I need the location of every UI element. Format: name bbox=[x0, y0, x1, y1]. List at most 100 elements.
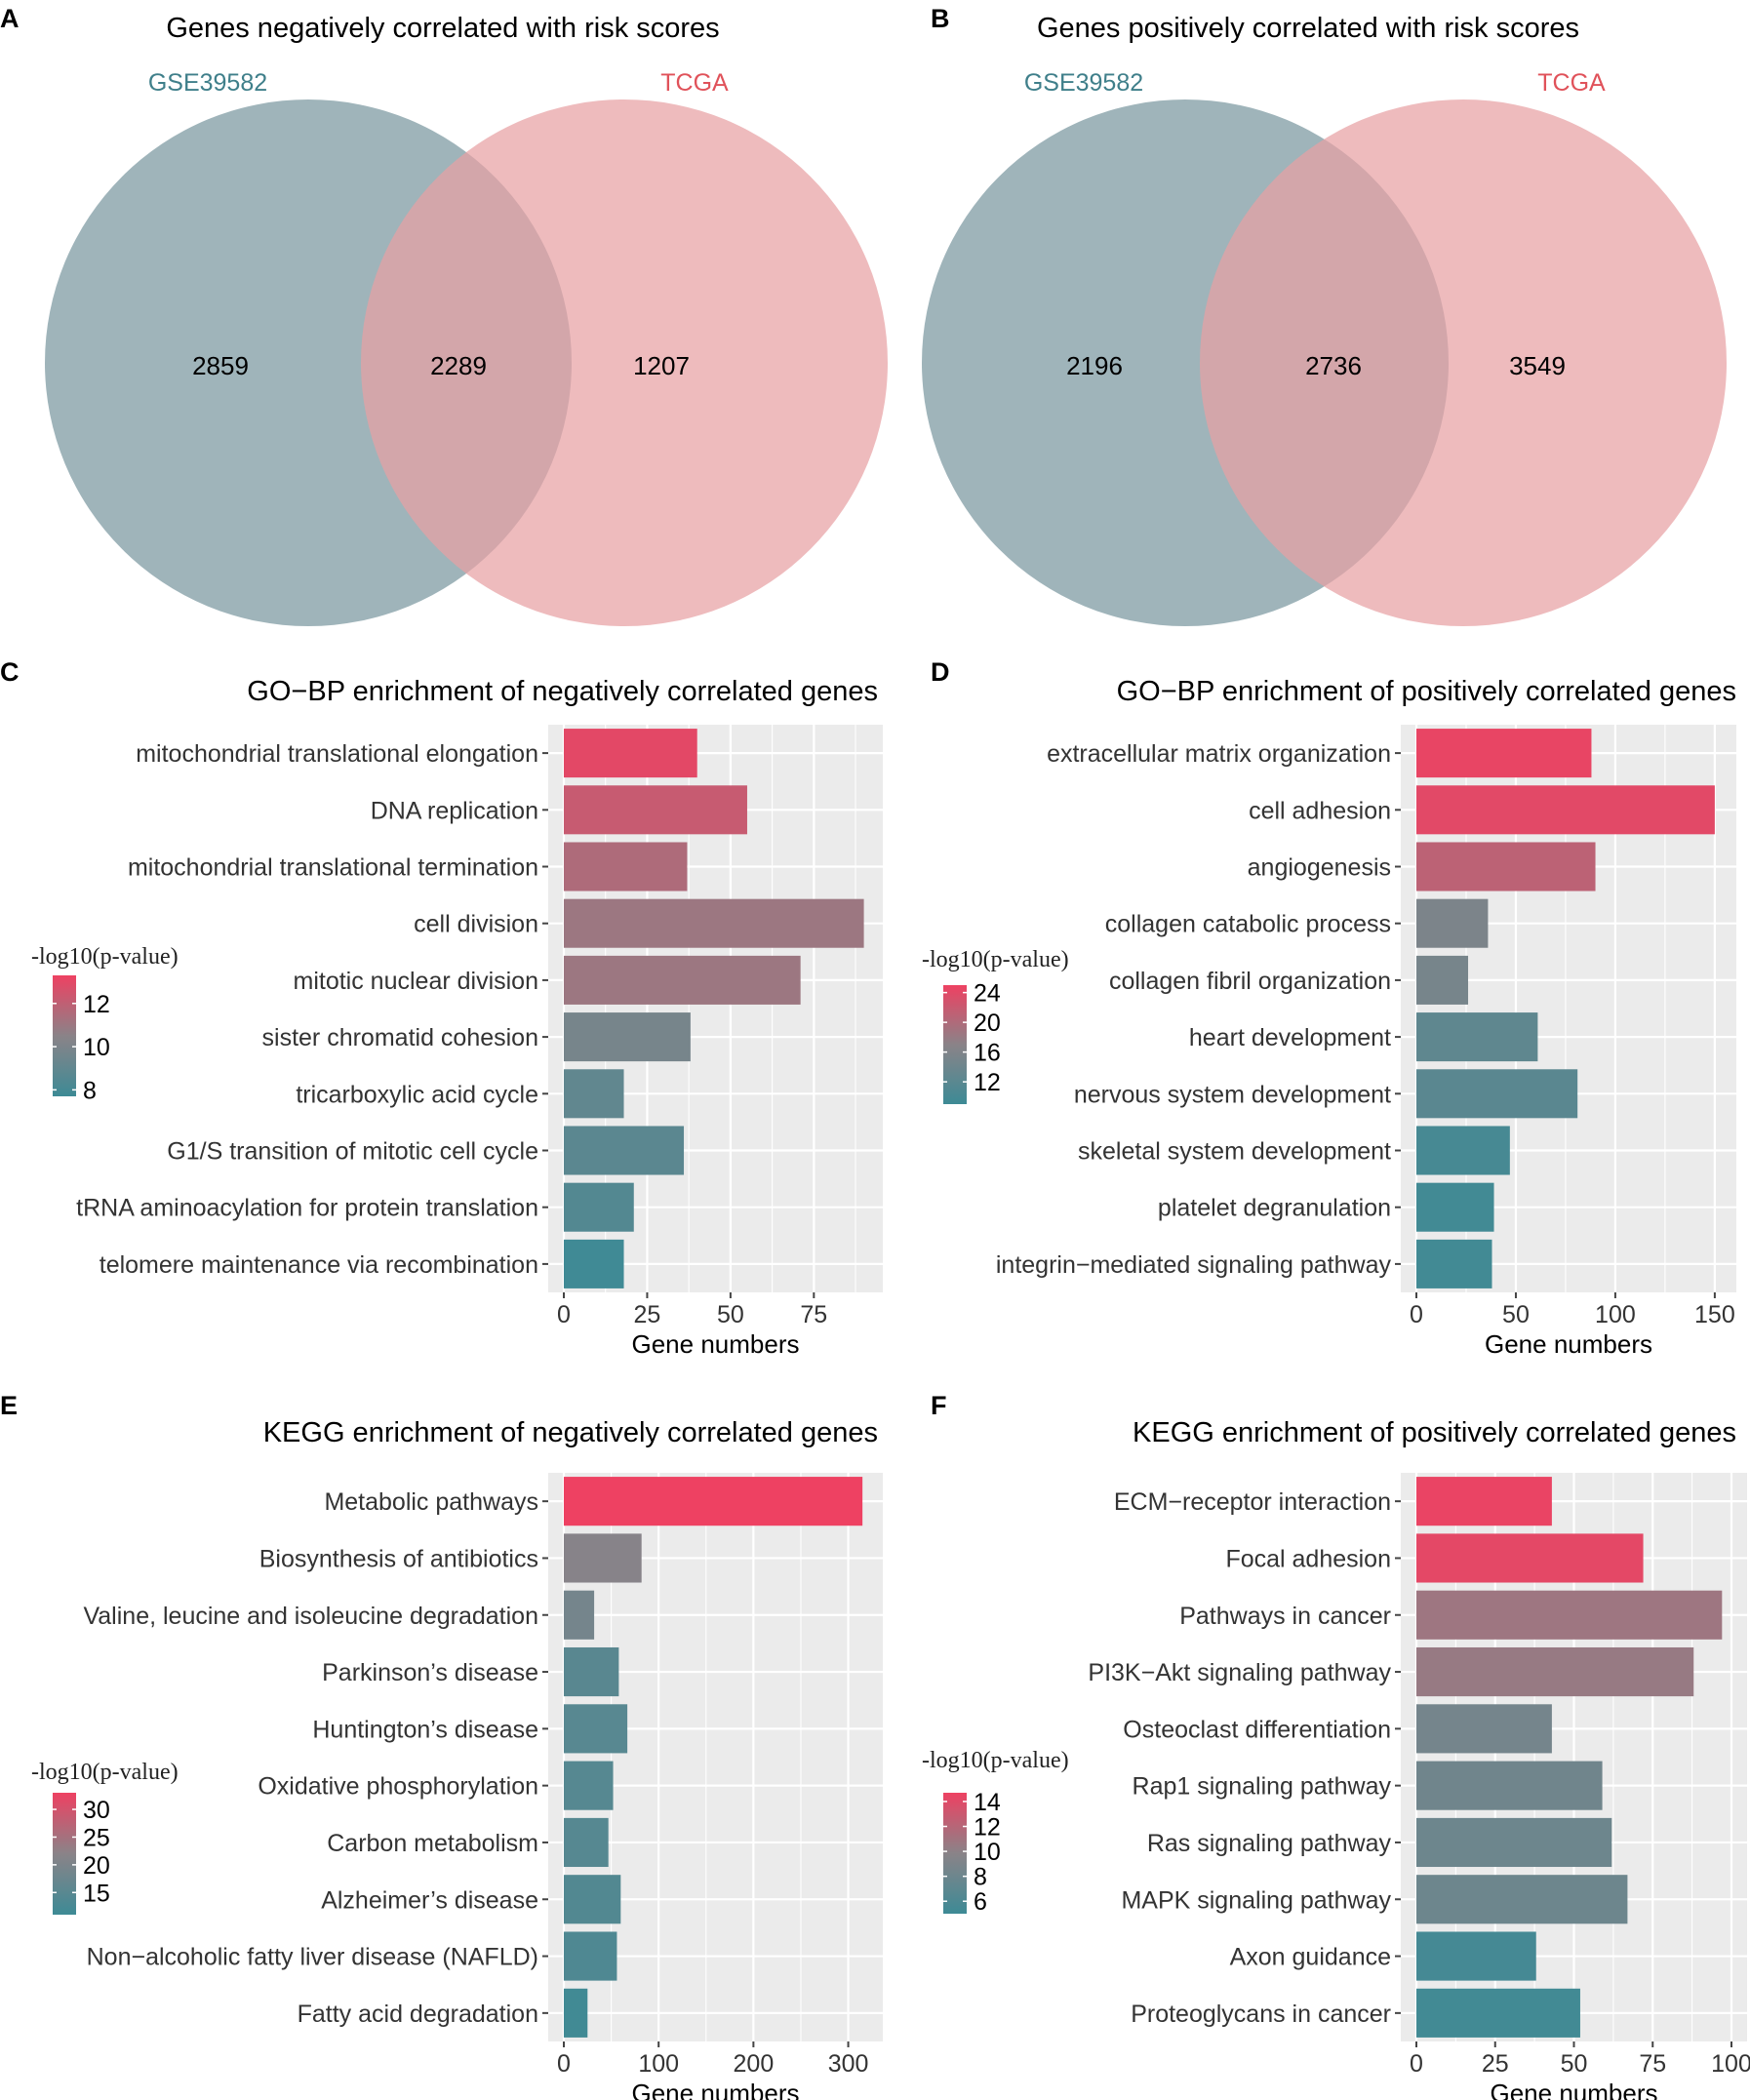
venn-panel-a: Genes negatively correlated with risk sc… bbox=[45, 13, 888, 626]
set-label-left: GSE39582 bbox=[1024, 69, 1143, 97]
legend-tick-label: 24 bbox=[974, 980, 1001, 1008]
bar bbox=[1416, 1875, 1628, 1924]
category-label: tRNA aminoacylation for protein translat… bbox=[76, 1195, 538, 1222]
count-intersection: 2736 bbox=[1305, 351, 1362, 380]
chart-title: KEGG enrichment of negatively correlated… bbox=[263, 1417, 878, 1448]
x-axis-label: Gene numbers bbox=[1491, 2079, 1658, 2100]
category-label: Focal adhesion bbox=[1225, 1545, 1391, 1572]
legend-title: -log10(p-value) bbox=[31, 944, 179, 970]
panel-label-d: D bbox=[931, 657, 950, 687]
category-label: mitotic nuclear division bbox=[294, 968, 539, 995]
legend-tick-label: 20 bbox=[974, 1010, 1001, 1037]
bar bbox=[1416, 1012, 1538, 1062]
category-label: Proteoglycans in cancer bbox=[1131, 2001, 1391, 2028]
x-tick-label: 0 bbox=[1410, 2050, 1423, 2078]
bar bbox=[564, 1988, 588, 2038]
category-label: mitochondrial translational elongation bbox=[136, 740, 538, 768]
bar bbox=[564, 1239, 624, 1288]
bar bbox=[564, 1646, 619, 1697]
bar bbox=[1416, 1931, 1536, 1981]
legend-tick-label: 8 bbox=[83, 1077, 97, 1104]
panel-label-e: E bbox=[0, 1391, 18, 1420]
x-axis-label: Gene numbers bbox=[1485, 1329, 1652, 1359]
legend-tick-label: 12 bbox=[83, 991, 110, 1018]
x-tick-label: 25 bbox=[634, 1301, 661, 1328]
count-left-only: 2859 bbox=[192, 351, 249, 380]
x-tick-label: 200 bbox=[734, 2050, 775, 2078]
panel-label-c: C bbox=[0, 657, 20, 687]
category-label: Axon guidance bbox=[1230, 1944, 1391, 1971]
bar bbox=[1416, 785, 1715, 835]
legend-tick-label: 10 bbox=[83, 1034, 110, 1061]
set-label-right: TCGA bbox=[660, 69, 729, 97]
category-label: Non−alcoholic fatty liver disease (NAFLD… bbox=[87, 1944, 538, 1971]
panel-label-b: B bbox=[931, 4, 950, 33]
category-label: heart development bbox=[1189, 1024, 1391, 1051]
bar-panel-e: KEGG enrichment of negatively correlated… bbox=[31, 1417, 883, 2100]
category-label: MAPK signaling pathway bbox=[1121, 1886, 1391, 1914]
legend-colorbar bbox=[53, 1793, 76, 1915]
bar bbox=[564, 1590, 595, 1640]
bar bbox=[1416, 1704, 1552, 1754]
legend-tick-label: 15 bbox=[83, 1880, 110, 1907]
legend-title: -log10(p-value) bbox=[31, 1760, 179, 1785]
legend-tick-label: 16 bbox=[974, 1040, 1001, 1067]
count-right-only: 3549 bbox=[1509, 351, 1566, 380]
category-label: Biosynthesis of antibiotics bbox=[259, 1545, 538, 1572]
bar bbox=[564, 1069, 624, 1119]
x-tick-label: 150 bbox=[1694, 1301, 1735, 1328]
x-tick-label: 75 bbox=[1639, 2050, 1666, 2078]
x-tick-label: 0 bbox=[557, 2050, 571, 2078]
category-label: Fatty acid degradation bbox=[298, 2001, 538, 2028]
bar bbox=[1416, 1182, 1494, 1232]
panel-label-f: F bbox=[931, 1391, 947, 1420]
bar bbox=[564, 842, 688, 892]
x-tick-label: 0 bbox=[557, 1301, 571, 1328]
category-label: Metabolic pathways bbox=[324, 1488, 538, 1516]
category-label: skeletal system development bbox=[1078, 1138, 1391, 1166]
legend-tick-label: 25 bbox=[83, 1824, 110, 1851]
category-label: telomere maintenance via recombination bbox=[99, 1251, 538, 1279]
count-left-only: 2196 bbox=[1066, 351, 1123, 380]
category-label: integrin−mediated signaling pathway bbox=[996, 1251, 1392, 1279]
category-label: PI3K−Akt signaling pathway bbox=[1088, 1659, 1391, 1686]
chart-title: GO−BP enrichment of positively correlate… bbox=[1117, 676, 1736, 707]
x-tick-label: 0 bbox=[1410, 1301, 1423, 1328]
category-label: cell division bbox=[414, 911, 538, 938]
legend-tick-label: 30 bbox=[83, 1797, 110, 1824]
legend-title: -log10(p-value) bbox=[922, 947, 1069, 972]
panel-label-a: A bbox=[0, 4, 20, 33]
count-right-only: 1207 bbox=[633, 351, 690, 380]
bar bbox=[1416, 1988, 1580, 2038]
chart-title: KEGG enrichment of positively correlated… bbox=[1133, 1417, 1736, 1448]
bar-panel-d: GO−BP enrichment of positively correlate… bbox=[922, 676, 1736, 1359]
category-label: Osteoclast differentiation bbox=[1123, 1716, 1391, 1743]
x-tick-label: 100 bbox=[1711, 2050, 1750, 2078]
category-label: Pathways in cancer bbox=[1179, 1603, 1391, 1630]
legend-tick-label: 8 bbox=[974, 1864, 987, 1891]
bar bbox=[1416, 1126, 1510, 1175]
bar bbox=[564, 1182, 634, 1232]
category-label: Rap1 signaling pathway bbox=[1133, 1773, 1392, 1801]
legend-tick-label: 12 bbox=[974, 1814, 1001, 1842]
x-tick-label: 25 bbox=[1482, 2050, 1509, 2078]
x-axis-label: Gene numbers bbox=[632, 1329, 800, 1359]
set-circle-right bbox=[361, 99, 888, 626]
legend-colorbar bbox=[943, 1793, 967, 1914]
bar bbox=[1416, 1069, 1578, 1119]
bar bbox=[564, 1761, 614, 1810]
bar-panel-f: KEGG enrichment of positively correlated… bbox=[922, 1417, 1750, 2100]
bar bbox=[564, 729, 697, 778]
category-label: collagen catabolic process bbox=[1105, 911, 1391, 938]
bar bbox=[564, 1875, 621, 1924]
category-label: Huntington’s disease bbox=[312, 1716, 538, 1743]
x-tick-label: 300 bbox=[828, 2050, 869, 2078]
category-label: Carbon metabolism bbox=[327, 1830, 538, 1857]
legend-tick-label: 10 bbox=[974, 1839, 1001, 1866]
category-label: G1/S transition of mitotic cell cycle bbox=[167, 1138, 538, 1166]
bar bbox=[564, 1533, 642, 1583]
bar bbox=[1416, 1239, 1492, 1288]
bar bbox=[564, 1126, 685, 1175]
count-intersection: 2289 bbox=[430, 351, 487, 380]
